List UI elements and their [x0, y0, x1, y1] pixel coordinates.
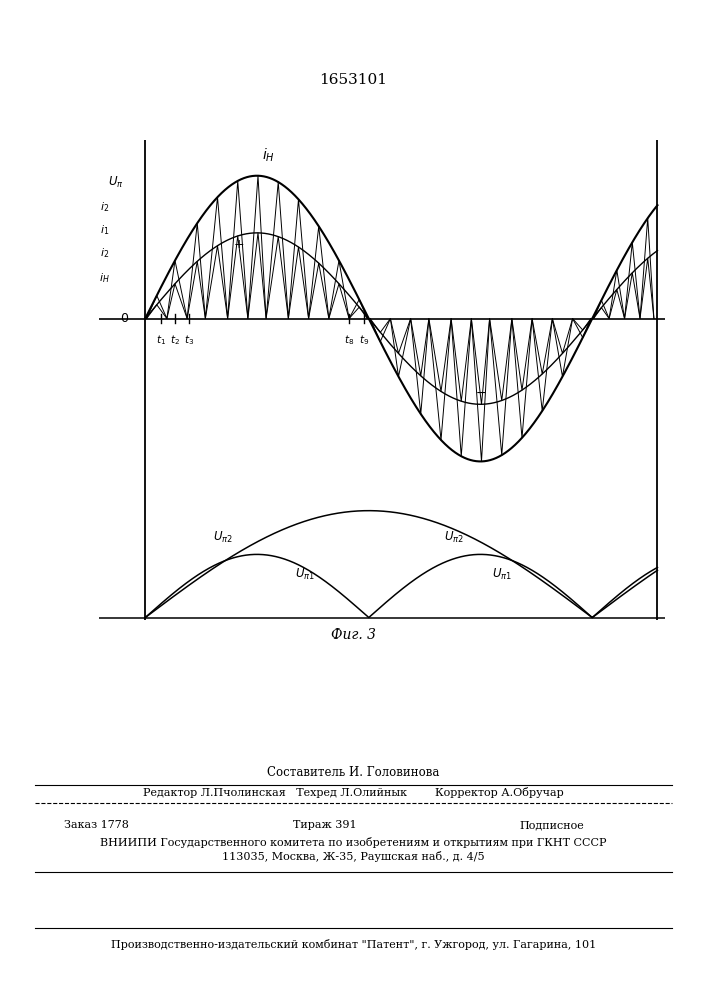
Text: Фиг. 3: Фиг. 3 — [331, 628, 376, 642]
Text: $t_9$: $t_9$ — [359, 333, 370, 347]
Text: Редактор Л.Пчолинская   Техред Л.Олийнык        Корректор А.Обручар: Редактор Л.Пчолинская Техред Л.Олийнык К… — [143, 786, 564, 798]
Text: $U_{\pi2}$: $U_{\pi2}$ — [214, 530, 233, 545]
Text: Заказ 1778: Заказ 1778 — [64, 820, 129, 830]
Text: Составитель И. Головинова: Составитель И. Головинова — [267, 766, 440, 780]
Text: Производственно-издательский комбинат "Патент", г. Ужгород, ул. Гагарина, 101: Производственно-издательский комбинат "П… — [111, 940, 596, 950]
Text: $t_8$: $t_8$ — [344, 333, 354, 347]
Text: $i_2$: $i_2$ — [100, 200, 110, 214]
Text: Тираж 391: Тираж 391 — [293, 820, 357, 830]
Text: $+$: $+$ — [233, 238, 245, 251]
Text: $U_\pi$: $U_\pi$ — [108, 175, 124, 190]
Text: $U_{\pi1}$: $U_{\pi1}$ — [491, 567, 512, 582]
Text: $t_3$: $t_3$ — [185, 333, 194, 347]
Text: ВНИИПИ Государственного комитета по изобретениям и открытиям при ГКНТ СССР: ВНИИПИ Государственного комитета по изоб… — [100, 836, 607, 848]
Text: $i_2$: $i_2$ — [100, 246, 110, 260]
Text: $i_1$: $i_1$ — [100, 223, 110, 237]
Text: $U_{\pi2}$: $U_{\pi2}$ — [444, 530, 464, 545]
Text: $-$: $-$ — [475, 386, 486, 399]
Text: $i_H$: $i_H$ — [99, 272, 110, 285]
Text: $U_{\pi1}$: $U_{\pi1}$ — [295, 567, 315, 582]
Text: $t_2$: $t_2$ — [170, 333, 180, 347]
Text: $0$: $0$ — [120, 312, 129, 325]
Text: $i_H$: $i_H$ — [262, 147, 274, 164]
Text: 1653101: 1653101 — [320, 73, 387, 87]
Text: Подписное: Подписное — [519, 820, 584, 830]
Text: $t_1$: $t_1$ — [156, 333, 166, 347]
Text: 113035, Москва, Ж-35, Раушская наб., д. 4/5: 113035, Москва, Ж-35, Раушская наб., д. … — [222, 850, 485, 861]
